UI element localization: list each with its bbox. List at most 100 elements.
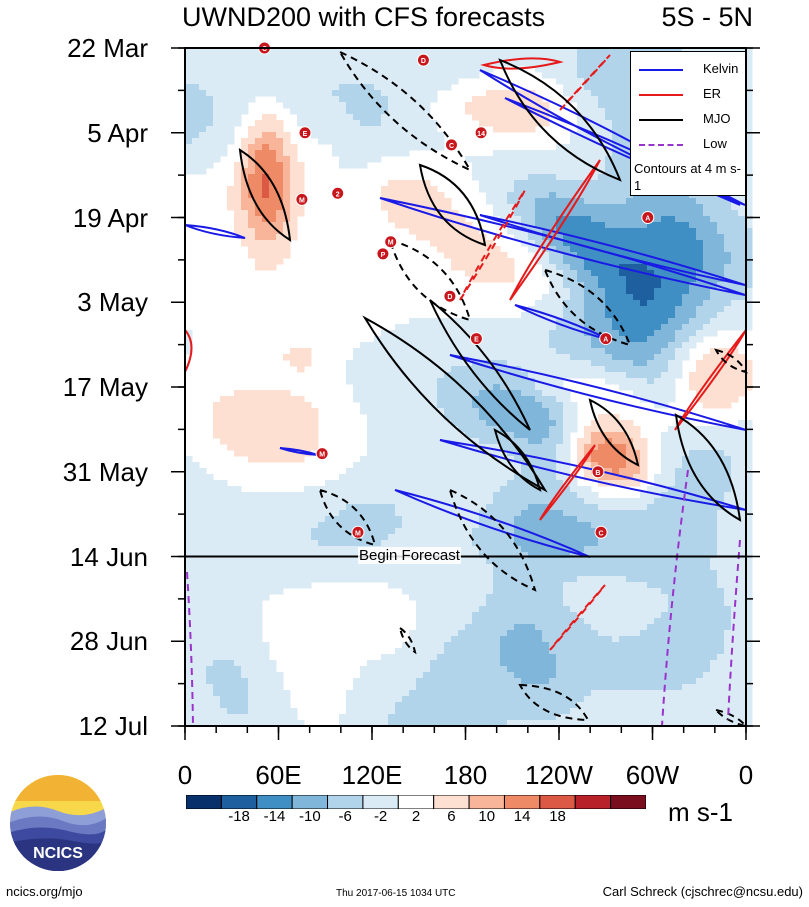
anomaly-cell [430,408,438,415]
anomaly-cell [332,48,340,55]
anomaly-cell [360,138,368,145]
anomaly-cell [220,84,228,91]
anomaly-cell [731,300,739,307]
anomaly-cell [367,480,375,487]
anomaly-cell [388,216,396,223]
anomaly-cell [626,462,634,469]
anomaly-cell [626,180,634,187]
anomaly-cell [430,132,438,139]
anomaly-cell [430,204,438,211]
anomaly-cell [311,528,319,535]
anomaly-cell [626,144,634,151]
anomaly-cell [710,294,718,301]
anomaly-cell [255,252,263,259]
anomaly-cell [703,528,711,535]
anomaly-cell [528,234,536,241]
anomaly-cell [360,390,368,397]
anomaly-cell [360,474,368,481]
anomaly-cell [381,54,389,61]
anomaly-cell [619,126,627,133]
anomaly-cell [745,174,753,181]
anomaly-cell [710,504,718,511]
anomaly-cell [409,60,417,67]
anomaly-cell [584,540,592,547]
anomaly-cell [185,468,193,475]
anomaly-cell [437,198,445,205]
anomaly-cell [423,114,431,121]
anomaly-cell [311,414,319,421]
anomaly-cell [262,72,270,79]
anomaly-cell [465,156,473,163]
anomaly-cell [220,528,228,535]
anomaly-cell [710,216,718,223]
anomaly-cell [486,330,494,337]
anomaly-cell [416,114,424,121]
anomaly-cell [367,372,375,379]
anomaly-cell [626,324,634,331]
anomaly-cell [584,522,592,529]
anomaly-cell [542,408,550,415]
anomaly-cell [500,552,508,559]
anomaly-cell [192,468,200,475]
anomaly-cell [493,528,501,535]
anomaly-cell [668,480,676,487]
anomaly-cell [213,48,221,55]
anomaly-cell [479,174,487,181]
anomaly-cell [521,390,529,397]
anomaly-cell [213,54,221,61]
anomaly-cell [745,516,753,523]
anomaly-cell [185,474,193,481]
anomaly-cell [444,318,452,325]
anomaly-cell [192,498,200,505]
anomaly-cell [332,60,340,67]
anomaly-cell [388,342,396,349]
anomaly-cell [388,72,396,79]
anomaly-cell [731,210,739,217]
anomaly-cell [661,348,669,355]
anomaly-cell [290,420,298,427]
anomaly-cell [619,516,627,523]
anomaly-cell [199,498,207,505]
anomaly-cell [528,102,536,109]
anomaly-cell [241,546,249,553]
anomaly-cell [444,450,452,457]
anomaly-cell [717,282,725,289]
anomaly-cell [696,510,704,517]
anomaly-cell [549,336,557,343]
anomaly-cell [192,540,200,547]
anomaly-cell [647,204,655,211]
anomaly-cell [514,96,522,103]
anomaly-cell [255,492,263,499]
anomaly-cell [549,300,557,307]
anomaly-cell [745,294,753,301]
anomaly-cell [458,420,466,427]
anomaly-cell [640,324,648,331]
anomaly-cell [367,84,375,91]
anomaly-cell [241,498,249,505]
anomaly-cell [542,72,550,79]
anomaly-cell [633,198,641,205]
anomaly-cell [192,90,200,97]
anomaly-cell [206,498,214,505]
anomaly-cell [290,402,298,409]
anomaly-cell [213,528,221,535]
anomaly-cell [556,510,564,517]
anomaly-cell [591,72,599,79]
anomaly-cell [591,306,599,313]
anomaly-cell [269,258,277,265]
anomaly-cell [661,222,669,229]
anomaly-cell [283,402,291,409]
anomaly-cell [220,114,228,121]
anomaly-cell [696,300,704,307]
anomaly-cell [409,198,417,205]
anomaly-cell [570,84,578,91]
anomaly-cell [234,516,242,523]
anomaly-cell [507,228,515,235]
anomaly-cell [654,546,662,553]
anomaly-cell [458,366,466,373]
anomaly-cell [570,324,578,331]
anomaly-cell [507,516,515,523]
anomaly-cell [584,108,592,115]
anomaly-cell [248,210,256,217]
anomaly-cell [262,528,270,535]
